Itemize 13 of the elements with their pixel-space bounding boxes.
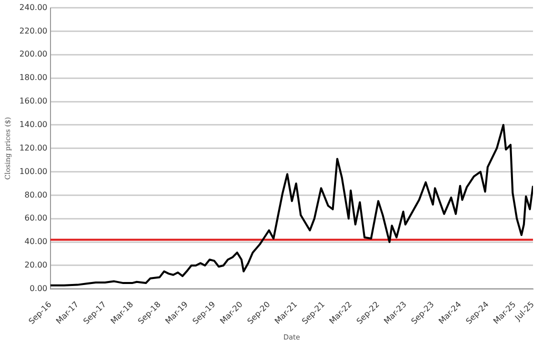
y-tick-label: 0.00 (30, 284, 48, 293)
y-tick-label: 220.00 (19, 26, 48, 36)
y-tick-label: 100.00 (19, 166, 48, 176)
y-tick-label: 200.00 (19, 50, 48, 59)
y-tick-label: 80.00 (24, 190, 48, 200)
y-tick-label: 160.00 (19, 96, 48, 106)
y-tick-label: 240.00 (19, 2, 48, 12)
y-tick-label: 60.00 (24, 214, 48, 223)
y-tick-label: 140.00 (19, 120, 48, 130)
y-tick-label: 40.00 (24, 237, 48, 246)
y-tick-label: 20.00 (24, 260, 48, 270)
y-tick-label: 120.00 (19, 143, 48, 152)
y-tick-label: 180.00 (19, 73, 48, 82)
